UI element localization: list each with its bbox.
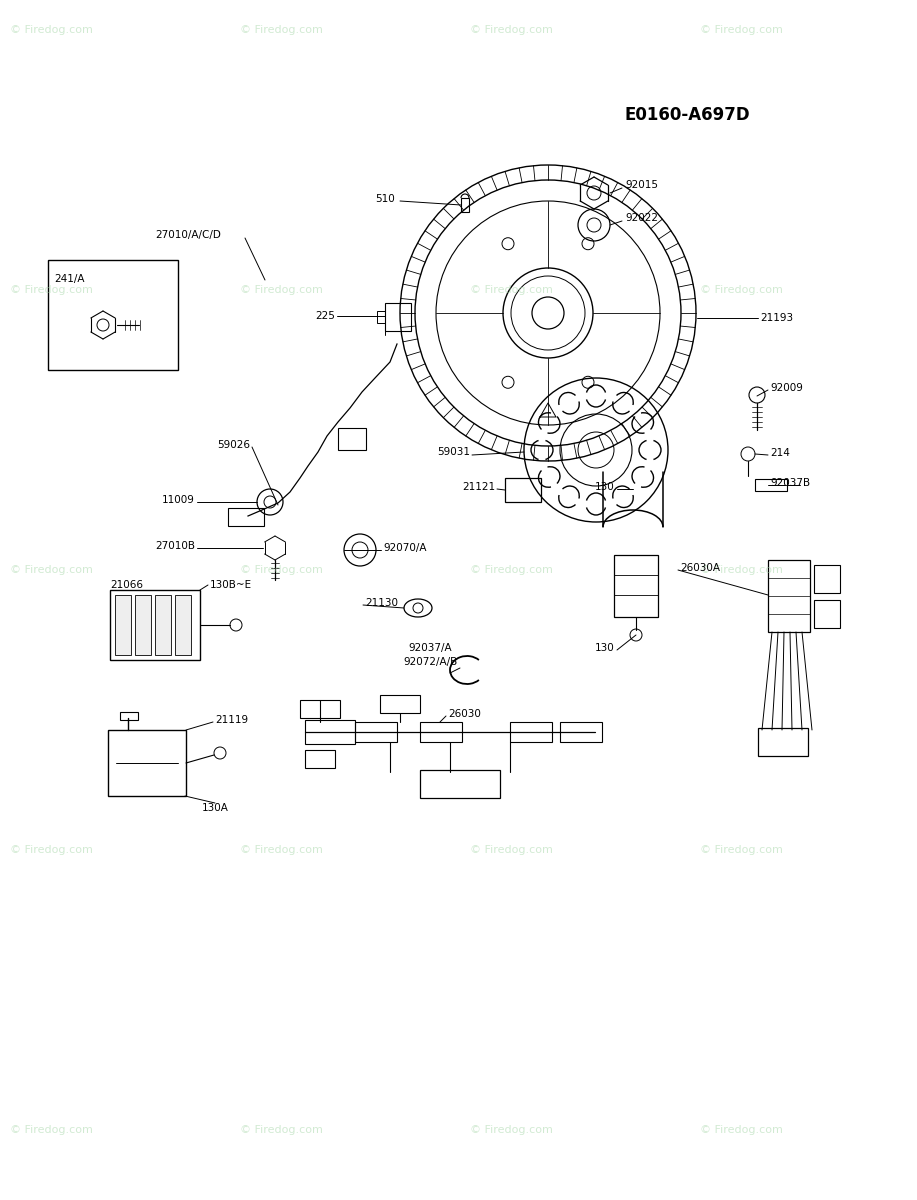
Text: 92070/A: 92070/A bbox=[383, 542, 426, 553]
Bar bbox=[155, 595, 171, 655]
Text: © Firedog.com: © Firedog.com bbox=[240, 25, 323, 35]
Text: © Firedog.com: © Firedog.com bbox=[240, 845, 323, 854]
Bar bbox=[420, 722, 462, 742]
Text: 130: 130 bbox=[595, 482, 615, 492]
Text: © Firedog.com: © Firedog.com bbox=[700, 845, 783, 854]
Text: © Firedog.com: © Firedog.com bbox=[470, 565, 553, 575]
Bar bbox=[385, 302, 411, 331]
Text: 59026: 59026 bbox=[217, 440, 250, 450]
Bar bbox=[377, 311, 385, 323]
Text: 92037B: 92037B bbox=[770, 478, 810, 488]
Text: © Firedog.com: © Firedog.com bbox=[240, 284, 323, 295]
Text: 26030: 26030 bbox=[448, 709, 481, 719]
Text: © Firedog.com: © Firedog.com bbox=[470, 845, 553, 854]
Text: © Firedog.com: © Firedog.com bbox=[10, 845, 93, 854]
Bar bbox=[355, 722, 397, 742]
Bar bbox=[614, 554, 658, 617]
Bar bbox=[115, 595, 131, 655]
Bar bbox=[305, 750, 335, 768]
Text: 130: 130 bbox=[595, 643, 615, 653]
Bar bbox=[108, 730, 186, 796]
Bar bbox=[758, 728, 808, 756]
Bar bbox=[814, 600, 840, 628]
Text: 92037/A: 92037/A bbox=[408, 643, 452, 653]
Text: 130B~E: 130B~E bbox=[210, 580, 252, 590]
Text: © Firedog.com: © Firedog.com bbox=[240, 1126, 323, 1135]
Text: 510: 510 bbox=[375, 194, 395, 204]
Bar bbox=[461, 198, 469, 212]
Text: 225: 225 bbox=[315, 311, 335, 320]
Bar bbox=[305, 720, 355, 744]
Bar bbox=[300, 700, 340, 718]
Text: 21193: 21193 bbox=[760, 313, 793, 323]
Text: © Firedog.com: © Firedog.com bbox=[10, 25, 93, 35]
Text: 92009: 92009 bbox=[770, 383, 803, 392]
Text: © Firedog.com: © Firedog.com bbox=[240, 565, 323, 575]
Bar bbox=[380, 695, 420, 713]
Text: E0160-A697D: E0160-A697D bbox=[625, 106, 751, 124]
Bar bbox=[560, 722, 602, 742]
Text: 21066: 21066 bbox=[110, 580, 143, 590]
Text: © Firedog.com: © Firedog.com bbox=[10, 284, 93, 295]
Bar bbox=[338, 428, 366, 450]
Text: 21121: 21121 bbox=[462, 482, 495, 492]
Text: © Firedog.com: © Firedog.com bbox=[470, 1126, 553, 1135]
Bar bbox=[420, 770, 500, 798]
Bar bbox=[768, 560, 810, 632]
Text: 59031: 59031 bbox=[437, 446, 470, 457]
Text: © Firedog.com: © Firedog.com bbox=[470, 284, 553, 295]
Text: © Firedog.com: © Firedog.com bbox=[700, 1126, 783, 1135]
Text: © Firedog.com: © Firedog.com bbox=[700, 25, 783, 35]
Bar bbox=[120, 712, 138, 720]
Bar bbox=[228, 508, 264, 526]
Text: © Firedog.com: © Firedog.com bbox=[10, 1126, 93, 1135]
Bar bbox=[814, 565, 840, 593]
Bar bbox=[505, 478, 541, 502]
Bar bbox=[510, 722, 552, 742]
Text: 130A: 130A bbox=[202, 803, 228, 814]
Text: 21119: 21119 bbox=[215, 715, 249, 725]
Bar bbox=[755, 479, 787, 491]
Text: 92015: 92015 bbox=[625, 180, 658, 190]
Text: 21130: 21130 bbox=[365, 598, 398, 608]
Text: 11009: 11009 bbox=[162, 494, 195, 505]
Bar bbox=[175, 595, 191, 655]
Bar bbox=[48, 260, 178, 370]
Text: 241/A: 241/A bbox=[54, 274, 84, 284]
Text: 214: 214 bbox=[770, 448, 790, 458]
Text: 26030A: 26030A bbox=[680, 563, 720, 572]
Text: 92022: 92022 bbox=[625, 214, 658, 223]
Bar bbox=[110, 590, 200, 660]
Text: © Firedog.com: © Firedog.com bbox=[700, 565, 783, 575]
Text: 27010B: 27010B bbox=[155, 541, 195, 551]
Text: © Firedog.com: © Firedog.com bbox=[700, 284, 783, 295]
Text: 27010/A/C/D: 27010/A/C/D bbox=[155, 230, 221, 240]
Text: © Firedog.com: © Firedog.com bbox=[470, 25, 553, 35]
Text: © Firedog.com: © Firedog.com bbox=[10, 565, 93, 575]
Text: 92072/A/B: 92072/A/B bbox=[403, 658, 458, 667]
Bar bbox=[135, 595, 151, 655]
